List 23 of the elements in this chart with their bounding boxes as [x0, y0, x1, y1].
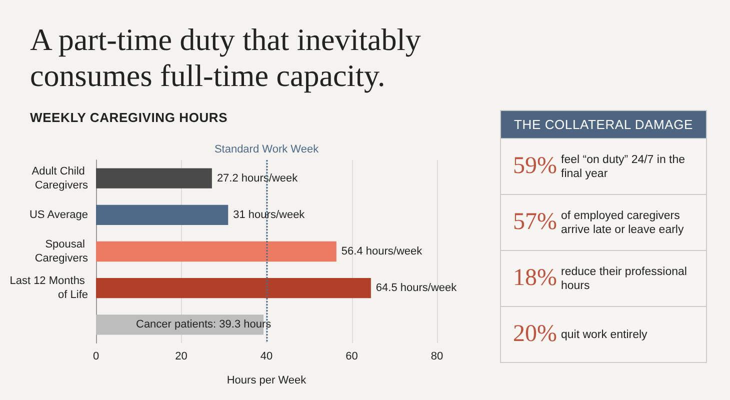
bar	[96, 278, 371, 298]
text: THE COLLATERAL DAMAGE	[501, 111, 706, 138]
data-label: 27.2 hours/week	[216, 172, 298, 184]
x-axis-title: Hours per Week	[226, 374, 307, 386]
bar	[96, 168, 212, 188]
bar	[96, 241, 336, 262]
data-label: 64.5 hours/week	[376, 282, 458, 294]
chart-subtitle: WEEKLY CAREGIVING HOURS	[30, 110, 228, 125]
x-tick-label: 60	[346, 350, 358, 362]
data-label: 31 hours/week	[233, 208, 306, 221]
x-tick-label: 20	[175, 350, 188, 362]
x-tick-label: 0	[92, 350, 100, 362]
data-label: 56.4 hours/week	[341, 246, 423, 258]
x-tick-label: 40	[260, 350, 273, 362]
y-tick-label: Spousal Caregivers	[34, 238, 88, 264]
y-tick-label: US Average	[29, 208, 88, 221]
y-tick-label: Last 12 Months of Life	[10, 275, 88, 302]
ref-line-label: Standard Work Week	[214, 144, 320, 156]
x-tick-label: 80	[430, 350, 444, 362]
y-tick-label: Adult Child Caregivers	[32, 165, 88, 192]
chart-title: A part-time duty that inevitably consumes full-time capacity.	[30, 22, 422, 94]
data-label: Cancer patients: 39.3 hours	[136, 318, 272, 331]
bar	[96, 204, 228, 225]
